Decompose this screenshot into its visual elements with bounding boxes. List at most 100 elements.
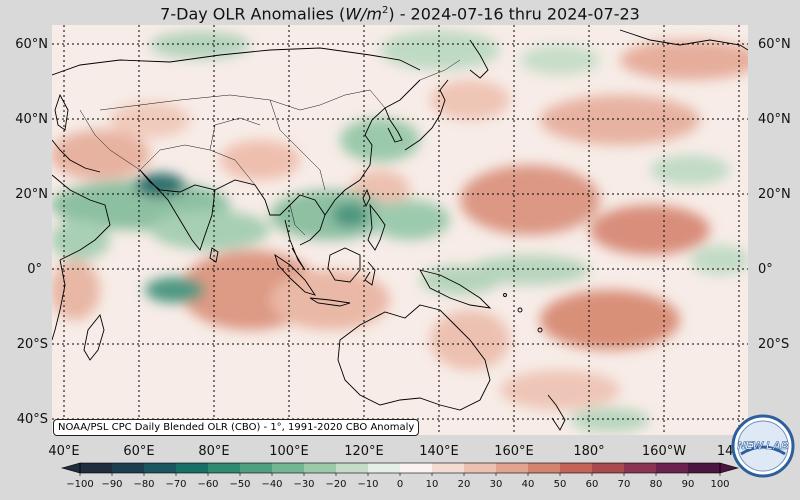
colorbar-segment <box>80 463 113 473</box>
anomaly-blob <box>470 255 590 285</box>
logo-wave <box>740 445 786 456</box>
anomaly-blob <box>270 190 390 240</box>
colorbar-ticks: −100 −90 −80 −70 −60 −50 −40 −30 −20 −10 0 10 20 30 40… <box>66 473 730 490</box>
coastline <box>384 107 403 143</box>
map-title: 7-Day OLR Anomalies (W/m2) - 2024-07-16 … <box>0 0 800 24</box>
colorbar-tick-label: 80 <box>650 479 663 490</box>
logo-text: NEW LAB <box>737 440 788 452</box>
coastline <box>364 261 376 286</box>
coastline <box>469 39 489 79</box>
lat-label: 0° <box>27 262 42 277</box>
colorbar-tick-label: −70 <box>165 479 186 490</box>
lon-label: 60°E <box>123 444 154 459</box>
anomaly-blob <box>570 408 650 432</box>
coastline <box>547 394 566 431</box>
colorbar-min-arrow <box>60 462 81 474</box>
colorbar-segment <box>624 463 657 473</box>
lon-label: 160°W <box>642 444 686 459</box>
anomaly-blob <box>540 95 700 145</box>
lon-label: 160°E <box>494 444 534 459</box>
colorbar-segment <box>272 463 305 473</box>
colorbar-segment <box>432 463 465 473</box>
colorbar-tick-label: −90 <box>101 479 122 490</box>
colorbar-segment <box>176 463 209 473</box>
anomaly-blob <box>145 277 205 303</box>
anomaly-blob <box>650 155 730 185</box>
lon-label: 100°E <box>269 444 309 459</box>
lat-labels-right: 60°N 40°N 20°N 0° 20°S <box>758 37 791 352</box>
lat-label: 0° <box>758 262 773 277</box>
colorbar-tick-label: −100 <box>66 479 93 490</box>
lon-labels: 40°E 60°E 80°E 100°E 120°E 140°E 160°E 1… <box>48 444 761 459</box>
title-suffix: ) - 2024-07-16 thru 2024-07-23 <box>388 4 640 24</box>
border <box>269 99 326 191</box>
anomaly-blob <box>380 30 500 70</box>
noaa-logo: NEW LAB <box>731 414 795 478</box>
anomaly-blob <box>430 80 510 120</box>
anomaly-blob <box>690 245 748 275</box>
colorbar-segment <box>144 463 177 473</box>
lon-label: 40°E <box>48 444 79 459</box>
anomaly-blob <box>370 200 450 240</box>
title-unit: W/m <box>345 4 382 24</box>
coastline <box>404 79 449 151</box>
coastline <box>309 297 351 307</box>
colorbar-tick-label: −30 <box>293 479 314 490</box>
colorbar-tick-label: −40 <box>261 479 282 490</box>
colorbar-tick-label: 50 <box>554 479 567 490</box>
anomaly-blob <box>620 40 748 80</box>
anomaly-blob <box>135 173 185 197</box>
coastline <box>52 47 421 76</box>
colorbar-segment <box>464 463 497 473</box>
coastline <box>139 169 216 251</box>
lon-label: 180° <box>573 444 604 459</box>
lat-label: 20°N <box>758 187 791 202</box>
colorbar: −100 −90 −80 −70 −60 −50 −40 −30 −20 −10 0 10 20 30 40… <box>60 462 740 490</box>
source-note: NOAA/PSL CPC Daily Blended OLR (CBO) - 1… <box>53 419 420 436</box>
lat-label: 20°N <box>15 187 48 202</box>
colorbar-segment <box>368 463 401 473</box>
anomaly-blob <box>150 31 250 59</box>
coastline <box>337 304 491 411</box>
colorbar-segment <box>656 463 689 473</box>
title-prefix: 7-Day OLR Anomalies ( <box>160 4 346 24</box>
coastline <box>274 253 317 296</box>
colorbar-tick-label: −60 <box>197 479 218 490</box>
coastline <box>54 93 69 131</box>
anomaly-blob <box>500 370 620 410</box>
colorbar-segment <box>240 463 273 473</box>
lat-label: 60°N <box>15 37 48 52</box>
colorbar-segment <box>496 463 529 473</box>
lat-labels-left: 60°N 40°N 20°N 0° 20°S 40°S <box>15 37 48 427</box>
lat-label: 60°N <box>758 37 791 52</box>
border <box>139 144 256 186</box>
island <box>537 327 543 333</box>
colorbar-tick-label: 0 <box>397 479 403 490</box>
anomaly-blob <box>332 203 368 227</box>
coastline <box>209 247 219 263</box>
island <box>503 293 507 297</box>
colorbar-tick-label: 100 <box>710 479 729 490</box>
anomaly-blob <box>460 165 600 235</box>
coastline <box>367 203 386 251</box>
lat-label: 20°S <box>17 337 48 352</box>
colorbar-segment <box>336 463 369 473</box>
colorbar-tick-label: 40 <box>522 479 535 490</box>
lon-label: 80°E <box>198 444 229 459</box>
lat-label: 40°N <box>758 112 791 127</box>
colorbar-tick-label: 30 <box>490 479 503 490</box>
colorbar-segment <box>304 463 337 473</box>
lat-label: 40°N <box>15 112 48 127</box>
colorbar-segment <box>592 463 625 473</box>
anomaly-blob <box>340 118 420 162</box>
colorbar-segment <box>688 463 721 473</box>
colorbar-tick-label: 20 <box>458 479 471 490</box>
anomaly-blob <box>52 130 150 180</box>
coastline <box>619 29 748 51</box>
anomaly-blob <box>110 102 190 138</box>
lat-label: 20°S <box>758 337 789 352</box>
anomaly-blob <box>150 210 270 250</box>
lon-label: 140°E <box>419 444 459 459</box>
anomaly-blob <box>420 265 500 295</box>
anomaly-blob <box>220 140 300 180</box>
